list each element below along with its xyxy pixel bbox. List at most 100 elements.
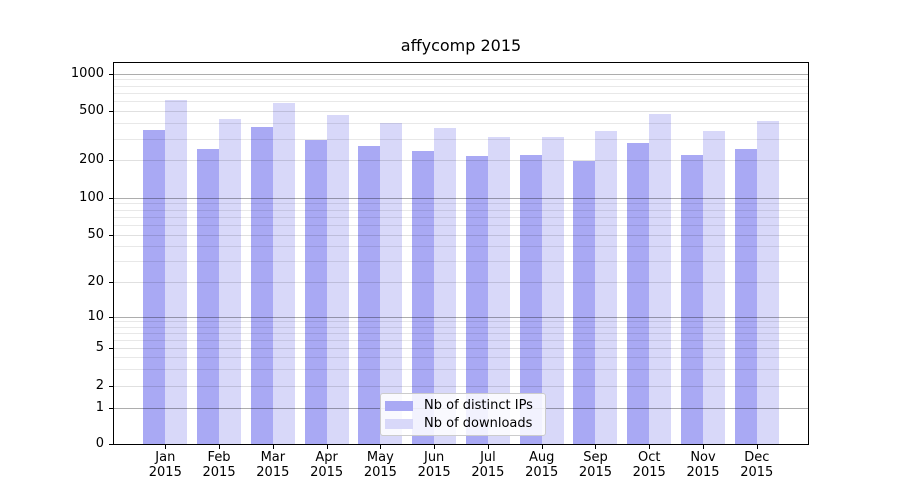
y-tick-mark: [109, 408, 113, 409]
y-tick-label: 20: [87, 274, 104, 289]
y-tick-label: 50: [87, 226, 104, 242]
bar: [465, 156, 488, 444]
bar: [649, 114, 672, 444]
minor-gridline: [114, 332, 808, 334]
x-tick-mark: [434, 445, 436, 449]
legend-row-downloads: Nb of downloads: [385, 415, 545, 431]
gridline: [114, 160, 808, 162]
y-tick-mark: [109, 198, 113, 199]
bar: [487, 136, 510, 444]
x-tick-label: Jul 2015: [471, 450, 505, 480]
y-tick-label: 200: [79, 152, 104, 168]
minor-gridline: [114, 101, 808, 103]
bar: [734, 149, 757, 444]
x-tick-mark: [703, 445, 704, 449]
y-tick-mark: [109, 74, 113, 75]
bar: [326, 115, 349, 444]
x-tick-label: Mar 2015: [256, 450, 290, 480]
minor-gridline: [114, 123, 808, 125]
bar: [541, 137, 564, 444]
y-tick-mark: [109, 348, 113, 349]
major-gridline: [114, 73, 808, 75]
minor-gridline: [114, 357, 808, 358]
x-tick-mark: [272, 445, 274, 449]
x-tick-label: Dec 2015: [740, 450, 774, 480]
minor-gridline: [114, 138, 808, 140]
minor-gridline: [114, 369, 808, 371]
legend-row-distinct-ips: Nb of distinct IPs: [385, 397, 545, 413]
bar: [197, 148, 220, 444]
y-tick-mark: [109, 282, 113, 283]
minor-gridline: [114, 224, 808, 226]
x-tick-label: Sep 2015: [578, 450, 612, 480]
bar: [250, 126, 273, 444]
x-tick-mark: [326, 445, 328, 449]
y-tick-label: 1: [95, 399, 104, 415]
legend-swatch-downloads: [385, 418, 413, 429]
x-tick-mark: [165, 445, 167, 449]
bar: [681, 155, 703, 444]
chart-title: affycomp 2015: [400, 36, 522, 55]
legend-swatch-distinct-ips: [385, 400, 413, 411]
y-tick-label: 2: [95, 378, 104, 393]
bar: [703, 130, 725, 444]
minor-gridline: [114, 216, 808, 218]
bar: [165, 99, 188, 444]
bar: [412, 150, 435, 444]
legend-label-downloads: Nb of downloads: [424, 415, 533, 431]
y-tick-mark: [109, 317, 113, 318]
minor-gridline: [114, 339, 808, 341]
x-tick-label: Aug 2015: [525, 450, 559, 480]
x-tick-label: Jun 2015: [417, 450, 451, 480]
x-tick-mark: [380, 445, 382, 449]
x-tick-label: Apr 2015: [310, 450, 344, 480]
bar: [143, 129, 166, 444]
bar: [595, 130, 618, 444]
y-tick-label: 100: [79, 189, 104, 205]
minor-gridline: [114, 246, 808, 248]
bar: [627, 143, 650, 444]
minor-gridline: [114, 326, 808, 328]
y-tick-mark: [109, 444, 113, 445]
legend: Nb of distinct IPs Nb of downloads: [380, 393, 546, 436]
y-tick-mark: [109, 235, 113, 236]
minor-gridline: [114, 209, 808, 211]
y-tick-mark: [109, 386, 113, 387]
y-tick-label: 0: [95, 436, 104, 451]
minor-gridline: [114, 85, 808, 87]
minor-gridline: [114, 93, 808, 94]
bar: [573, 161, 596, 444]
gridline: [114, 282, 808, 283]
y-tick-mark: [109, 111, 113, 112]
y-tick-label: 10: [87, 308, 104, 324]
minor-gridline: [114, 79, 808, 81]
bar: [219, 119, 242, 444]
gridline: [114, 347, 808, 349]
minor-gridline: [114, 261, 808, 262]
minor-gridline: [114, 321, 808, 323]
gridline: [114, 234, 808, 236]
y-tick-label: 5: [95, 339, 104, 355]
bar: [304, 139, 327, 444]
bar: [756, 121, 779, 444]
bar: [380, 122, 403, 444]
x-tick-mark: [649, 445, 651, 449]
x-tick-label: Nov 2015: [686, 450, 720, 480]
major-gridline: [114, 197, 808, 199]
y-tick-label: 1000: [70, 65, 104, 81]
bar: [519, 155, 542, 444]
y-tick-mark: [109, 160, 113, 161]
x-tick-label: Jan 2015: [148, 450, 182, 480]
x-tick-mark: [219, 445, 221, 449]
major-gridline: [114, 316, 808, 318]
gridline: [114, 386, 808, 387]
bar: [272, 103, 295, 444]
gridline: [114, 111, 808, 113]
legend-label-distinct-ips: Nb of distinct IPs: [424, 397, 533, 413]
x-tick-label: Feb 2015: [202, 450, 236, 480]
bar: [358, 146, 381, 444]
x-tick-mark: [541, 445, 543, 449]
minor-gridline: [114, 203, 808, 205]
x-tick-label: Oct 2015: [632, 450, 666, 480]
